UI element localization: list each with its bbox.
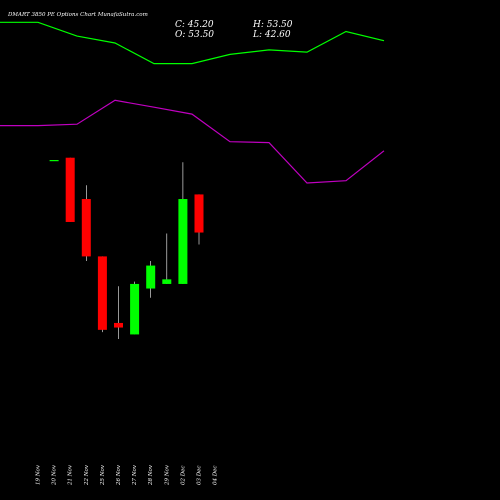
candle (178, 162, 188, 284)
candle-body (114, 322, 123, 328)
x-tick-label: 25 Nov (100, 464, 106, 486)
high-value: H: 53.50 (252, 20, 293, 30)
candle-body (130, 283, 140, 335)
x-tick-label: 04 Dec (213, 466, 219, 486)
candle (114, 286, 123, 340)
candle-body (49, 160, 59, 162)
x-axis-tick-labels: 19 Nov 20 Nov 21 Nov 22 Nov 25 Nov 26 Nov 27 N… (36, 464, 219, 486)
candle (194, 194, 204, 245)
x-tick-label: 21 Nov (68, 464, 74, 486)
close-value: C: 45.20 (175, 20, 214, 30)
candle-body (97, 256, 107, 330)
x-tick-label: 22 Nov (84, 464, 90, 486)
candles (49, 157, 204, 340)
upper-line (0, 21, 385, 65)
low-value: L: 42.60 (252, 30, 291, 40)
chart-title: DMART 3850 PE Options Chart MunafaSutra.… (7, 12, 148, 18)
x-tick-label: 29 Nov (164, 464, 170, 486)
candle (146, 260, 156, 298)
candle (49, 160, 59, 162)
x-tick-label: 02 Dec (180, 466, 186, 486)
indicator-lines (0, 21, 385, 184)
candle-body (178, 199, 188, 284)
candle-body (194, 194, 204, 233)
candle (130, 281, 140, 335)
candle-body (162, 279, 172, 284)
lower-line (0, 99, 385, 184)
x-tick-label: 26 Nov (116, 464, 122, 486)
x-tick-label: 28 Nov (148, 464, 154, 486)
candle-body (81, 199, 91, 257)
candle (81, 185, 91, 261)
x-tick-label: 27 Nov (132, 464, 138, 486)
x-tick-label: 20 Nov (52, 464, 58, 486)
candle (162, 233, 172, 284)
open-value: O: 53.50 (175, 30, 214, 40)
candle (65, 157, 75, 222)
candle (97, 256, 107, 333)
candle-body (65, 157, 75, 222)
candle-body (146, 265, 156, 289)
x-tick-label: 03 Dec (197, 466, 203, 486)
x-tick-label: 19 Nov (36, 464, 42, 485)
